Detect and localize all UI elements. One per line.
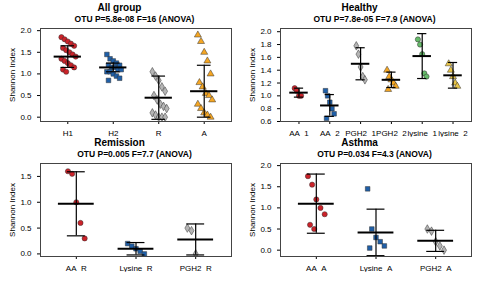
svg-text:AA_1: AA_1 xyxy=(289,129,309,137)
svg-text:1.4: 1.4 xyxy=(260,66,272,75)
svg-text:0.8: 0.8 xyxy=(260,104,272,113)
svg-text:1.5: 1.5 xyxy=(20,172,32,181)
svg-text:0.0: 0.0 xyxy=(20,113,32,122)
html-text:OTU P=7.8e-05 F=7.9 (ANOVA): OTU P=7.8e-05 F=7.9 (ANOVA) xyxy=(313,14,436,24)
svg-text:Shannon Index: Shannon Index xyxy=(8,48,17,102)
svg-text:AA_2: AA_2 xyxy=(320,129,340,137)
svg-text:PGH2_1: PGH2_1 xyxy=(345,129,376,137)
svg-text:PGH2_2: PGH2_2 xyxy=(376,129,407,137)
html-text:Remission: Remission xyxy=(94,137,145,148)
svg-text:0.5: 0.5 xyxy=(260,225,272,234)
html-text:OTU P=0.005 F=7.7 (ANOVA): OTU P=0.005 F=7.7 (ANOVA) xyxy=(77,149,192,159)
svg-text:H1: H1 xyxy=(63,129,74,137)
html-text:All group: All group xyxy=(97,2,142,13)
svg-text:2.0: 2.0 xyxy=(260,161,272,170)
svg-text:AA_R: AA_R xyxy=(66,264,87,272)
svg-text:1.5: 1.5 xyxy=(20,48,32,57)
svg-text:lysine_2: lysine_2 xyxy=(438,129,468,137)
svg-text:H2: H2 xyxy=(108,129,119,137)
svg-text:1.2: 1.2 xyxy=(260,79,272,88)
svg-text:1.0: 1.0 xyxy=(260,91,272,100)
svg-text:0.6: 0.6 xyxy=(260,117,272,126)
svg-text:2.0: 2.0 xyxy=(20,26,32,35)
svg-text:lysine_1: lysine_1 xyxy=(408,129,438,137)
svg-text:Lysine_A: Lysine_A xyxy=(360,264,393,272)
svg-text:0.0: 0.0 xyxy=(20,249,32,258)
svg-text:R: R xyxy=(156,129,162,137)
html-text:Healthy: Healthy xyxy=(341,2,378,13)
svg-text:0.0: 0.0 xyxy=(260,246,272,255)
svg-text:A: A xyxy=(202,129,208,137)
svg-text:PGH2_A: PGH2_A xyxy=(420,264,452,272)
html-text:OTU P=5.8e-08 F=16 (ANOVA): OTU P=5.8e-08 F=16 (ANOVA) xyxy=(74,14,195,24)
html-text:OTU P=0.034 F=4.3 (ANOVA): OTU P=0.034 F=4.3 (ANOVA) xyxy=(317,149,432,159)
svg-text:Lysine_R: Lysine_R xyxy=(119,264,152,272)
svg-text:Shannon Index: Shannon Index xyxy=(248,183,257,237)
svg-text:1.0: 1.0 xyxy=(20,69,32,78)
html-text:Asthma: Asthma xyxy=(341,137,378,148)
svg-text:1.0: 1.0 xyxy=(260,203,272,212)
svg-text:Shannon Index: Shannon Index xyxy=(8,183,17,237)
svg-text:0.5: 0.5 xyxy=(20,91,32,100)
svg-text:1.0: 1.0 xyxy=(20,198,32,207)
svg-text:1.8: 1.8 xyxy=(260,40,272,49)
svg-text:1.5: 1.5 xyxy=(260,182,272,191)
svg-text:2.0: 2.0 xyxy=(260,27,272,36)
svg-text:Shannon Index: Shannon Index xyxy=(248,48,257,102)
svg-text:PGH2_R: PGH2_R xyxy=(180,264,212,272)
svg-text:0.5: 0.5 xyxy=(20,224,32,233)
svg-text:1.6: 1.6 xyxy=(260,53,272,62)
svg-text:AA_A: AA_A xyxy=(306,264,327,272)
